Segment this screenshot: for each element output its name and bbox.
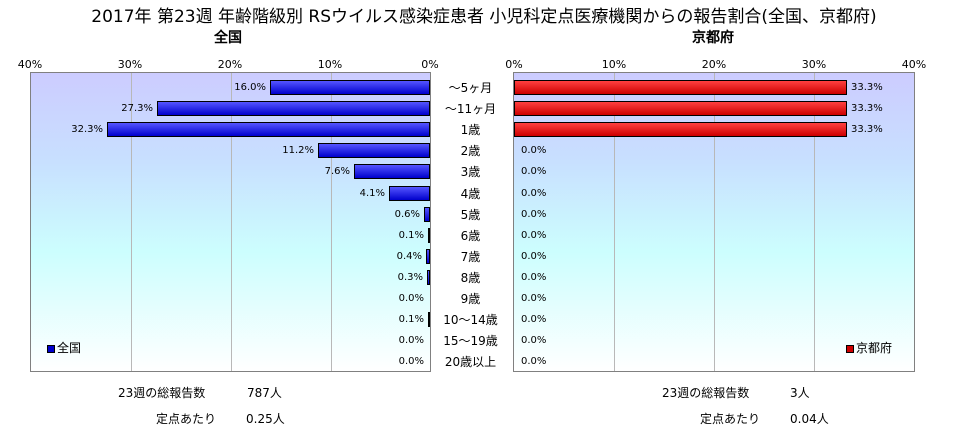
kyoto-value-label: 0.0% (521, 293, 547, 304)
national-value-label: 11.2% (282, 145, 314, 157)
national-value-label: 0.1% (398, 314, 424, 326)
kyoto-per-value: 0.04人 (790, 412, 829, 426)
category-label: 2歳 (460, 144, 481, 159)
category-label: ～5ヶ月 (448, 81, 493, 95)
national-tick-label: 30% (117, 58, 143, 71)
kyoto-total-value: 3人 (790, 386, 810, 400)
category-label: 10～14歳 (443, 313, 498, 328)
kyoto-gridline (814, 73, 815, 371)
kyoto-value-label: 0.0% (521, 314, 547, 326)
kyoto-legend-swatch (846, 344, 854, 353)
kyoto-value-label: 0.0% (521, 335, 547, 347)
kyoto-legend: 京都府 (846, 339, 892, 356)
kyoto-tick-label: 30% (801, 58, 827, 71)
category-label: 4歳 (460, 186, 481, 201)
national-value-label: 16.0% (234, 82, 266, 93)
kyoto-value-label: 0.0% (521, 229, 547, 241)
national-value-label: 0.0% (398, 335, 424, 347)
kyoto-panel-title: 京都府 (692, 30, 734, 46)
kyoto-total-label: 23週の総報告数 (662, 386, 750, 400)
chart-title: 2017年 第23週 年齢階級別 RSウイルス感染症患者 小児科定点医療機関から… (91, 7, 877, 27)
kyoto-tick-label: 0% (505, 58, 523, 71)
kyoto-legend-label: 京都府 (856, 341, 893, 355)
national-legend-swatch (47, 344, 55, 353)
category-label: ～11ヶ月 (444, 102, 497, 117)
national-bar (428, 312, 430, 328)
national-bar (426, 248, 430, 264)
national-tick-label: 0% (421, 58, 439, 71)
category-label: 3歳 (460, 165, 481, 180)
kyoto-value-label: 33.3% (851, 82, 883, 93)
national-value-label: 27.3% (121, 103, 153, 115)
kyoto-value-label: 0.0% (521, 356, 547, 368)
national-gridline (231, 73, 232, 371)
kyoto-value-label: 0.0% (521, 250, 547, 262)
kyoto-value-label: 0.0% (521, 187, 547, 199)
kyoto-bar (514, 101, 847, 117)
category-label: 9歳 (460, 292, 481, 306)
national-bar (389, 185, 430, 201)
national-bar (157, 101, 430, 117)
national-gridline (131, 73, 132, 371)
national-total-label: 23週の総報告数 (118, 386, 206, 400)
national-legend: 全国 (47, 339, 81, 356)
national-tick-label: 20% (217, 58, 243, 71)
national-value-label: 0.4% (396, 250, 422, 262)
kyoto-value-label: 0.0% (521, 271, 547, 283)
kyoto-value-label: 0.0% (521, 166, 547, 178)
national-value-label: 4.1% (359, 187, 385, 199)
national-bar (354, 164, 430, 180)
national-value-label: 7.6% (324, 166, 350, 178)
category-label: 6歳 (460, 228, 481, 243)
category-label: 15～19歳 (443, 334, 498, 349)
kyoto-value-label: 33.3% (851, 124, 883, 136)
national-value-label: 0.0% (398, 293, 424, 304)
national-bar (428, 227, 430, 243)
national-value-label: 0.3% (397, 271, 423, 283)
national-legend-label: 全国 (57, 341, 82, 355)
national-value-label: 0.1% (398, 229, 424, 241)
kyoto-bar (514, 122, 847, 138)
kyoto-value-label: 0.0% (521, 208, 547, 220)
national-value-label: 32.3% (71, 124, 103, 136)
national-gridline (331, 73, 332, 371)
national-bar (318, 143, 430, 159)
national-total-value: 787人 (247, 386, 282, 400)
national-value-label: 0.6% (394, 208, 420, 220)
kyoto-tick-label: 40% (901, 58, 927, 71)
national-tick-label: 40% (17, 58, 43, 71)
national-tick-label: 10% (317, 58, 343, 71)
category-label: 20歳以上 (444, 355, 497, 370)
national-bar (107, 122, 430, 138)
kyoto-tick-label: 20% (701, 58, 727, 71)
national-bar (270, 80, 430, 95)
national-panel-title: 全国 (214, 30, 242, 46)
national-value-label: 0.0% (398, 356, 424, 368)
category-label: 1歳 (460, 123, 481, 138)
kyoto-tick-label: 10% (601, 58, 627, 71)
national-bar (427, 269, 430, 285)
kyoto-gridline (714, 73, 715, 371)
national-per-value: 0.25人 (246, 412, 285, 426)
national-bar (424, 206, 430, 222)
kyoto-value-label: 0.0% (521, 145, 547, 157)
kyoto-value-label: 33.3% (851, 103, 883, 115)
kyoto-plot-area: 京都府 (513, 72, 915, 372)
kyoto-per-label: 定点あたり (700, 412, 761, 426)
category-label: 7歳 (460, 249, 481, 264)
category-label: 5歳 (460, 207, 481, 222)
kyoto-bar (514, 80, 847, 95)
national-plot-area: 全国 (30, 72, 431, 372)
national-per-label: 定点あたり (156, 412, 217, 426)
kyoto-gridline (614, 73, 615, 371)
category-label: 8歳 (460, 270, 481, 285)
